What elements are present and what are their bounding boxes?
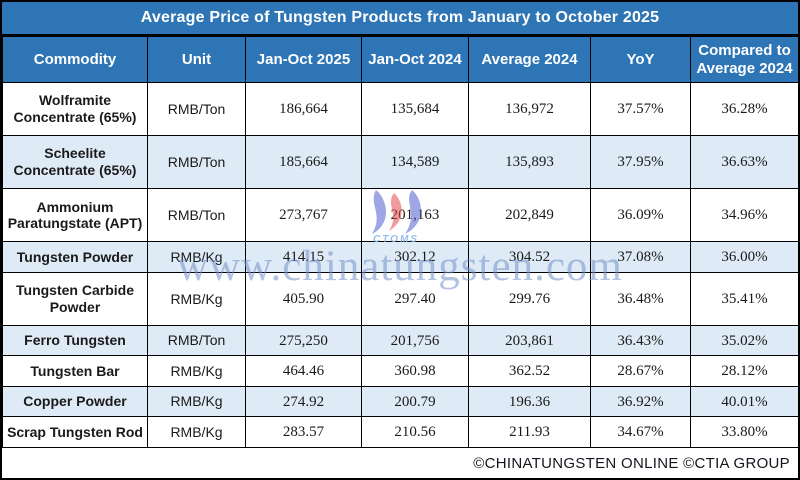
cell-compared-to-average-2024: 36.28%: [690, 81, 799, 137]
cell-jan-oct-2024: 201,756: [361, 324, 469, 357]
cell-compared-to-average-2024: 35.02%: [690, 324, 799, 357]
cell-yoy: 36.09%: [590, 188, 691, 243]
cell-jan-oct-2025: 275,250: [245, 324, 362, 357]
cell-jan-oct-2025: 273,767: [245, 188, 362, 243]
cell-average-2024: 304.52: [468, 241, 591, 273]
cell-yoy: 36.92%: [590, 385, 691, 418]
table-row: Tungsten Powder RMB/Kg 414.15 302.12 304.52 3…: [2, 241, 799, 273]
column-header-unit: Unit: [147, 36, 246, 83]
cell-yoy: 37.57%: [590, 81, 691, 137]
cell-commodity: Wolframite Concentrate (65%): [2, 81, 148, 137]
cell-yoy: 36.48%: [590, 271, 691, 326]
cell-jan-oct-2025: 414.15: [245, 241, 362, 273]
cell-jan-oct-2024: 360.98: [361, 355, 469, 387]
cell-commodity: Tungsten Carbide Powder: [2, 271, 148, 326]
cell-compared-to-average-2024: 35.41%: [690, 271, 799, 326]
cell-average-2024: 136,972: [468, 81, 591, 137]
column-header-compared-to-average-2024: Compared to Average 2024: [690, 36, 799, 83]
footer-bar: ©CHINATUNGSTEN ONLINE ©CTIA GROUP: [2, 448, 798, 478]
column-header-jan-oct-2024: Jan-Oct 2024: [361, 36, 469, 83]
cell-unit: RMB/Kg: [147, 241, 246, 273]
cell-average-2024: 196.36: [468, 385, 591, 418]
cell-average-2024: 135,893: [468, 135, 591, 190]
price-table: Commodity Unit Jan-Oct 2025 Jan-Oct 2024 Ave…: [2, 36, 799, 448]
cell-compared-to-average-2024: 28.12%: [690, 355, 799, 387]
cell-average-2024: 211.93: [468, 416, 591, 448]
cell-jan-oct-2025: 186,664: [245, 81, 362, 137]
cell-jan-oct-2024: 201,163: [361, 188, 469, 243]
column-header-yoy: YoY: [590, 36, 691, 83]
cell-average-2024: 202,849: [468, 188, 591, 243]
table-row: Scrap Tungsten Rod RMB/Kg 283.57 210.56 211.…: [2, 416, 799, 448]
cell-compared-to-average-2024: 36.63%: [690, 135, 799, 190]
cell-jan-oct-2024: 297.40: [361, 271, 469, 326]
cell-jan-oct-2025: 464.46: [245, 355, 362, 387]
cell-yoy: 28.67%: [590, 355, 691, 387]
table-row: Ferro Tungsten RMB/Ton 275,250 201,756 203,8…: [2, 324, 799, 357]
cell-jan-oct-2025: 283.57: [245, 416, 362, 448]
cell-jan-oct-2024: 200.79: [361, 385, 469, 418]
cell-yoy: 37.08%: [590, 241, 691, 273]
cell-compared-to-average-2024: 36.00%: [690, 241, 799, 273]
cell-average-2024: 362.52: [468, 355, 591, 387]
cell-unit: RMB/Kg: [147, 385, 246, 418]
cell-commodity: Ammonium Paratungstate (APT): [2, 188, 148, 243]
cell-jan-oct-2025: 405.90: [245, 271, 362, 326]
column-header-jan-oct-2025: Jan-Oct 2025: [245, 36, 362, 83]
table-header-row: Commodity Unit Jan-Oct 2025 Jan-Oct 2024 Ave…: [2, 36, 799, 83]
cell-unit: RMB/Kg: [147, 271, 246, 326]
cell-average-2024: 299.76: [468, 271, 591, 326]
cell-compared-to-average-2024: 40.01%: [690, 385, 799, 418]
cell-yoy: 36.43%: [590, 324, 691, 357]
table-row: Scheelite Concentrate (65%) RMB/Ton 185,66…: [2, 135, 799, 190]
cell-compared-to-average-2024: 34.96%: [690, 188, 799, 243]
table-row: Tungsten Bar RMB/Kg 464.46 360.98 362.52 28.6…: [2, 355, 799, 387]
cell-commodity: Scheelite Concentrate (65%): [2, 135, 148, 190]
cell-commodity: Scrap Tungsten Rod: [2, 416, 148, 448]
cell-jan-oct-2025: 274.92: [245, 385, 362, 418]
cell-commodity: Copper Powder: [2, 385, 148, 418]
cell-commodity: Ferro Tungsten: [2, 324, 148, 357]
cell-commodity: Tungsten Bar: [2, 355, 148, 387]
cell-average-2024: 203,861: [468, 324, 591, 357]
column-header-average-2024: Average 2024: [468, 36, 591, 83]
cell-unit: RMB/Ton: [147, 81, 246, 137]
report-title: Average Price of Tungsten Products from …: [2, 2, 798, 36]
cell-commodity: Tungsten Powder: [2, 241, 148, 273]
cell-compared-to-average-2024: 33.80%: [690, 416, 799, 448]
cell-yoy: 34.67%: [590, 416, 691, 448]
table-row: Ammonium Paratungstate (APT) RMB/Ton 273,7…: [2, 188, 799, 243]
table-row: Tungsten Carbide Powder RMB/Kg 405.90 297.4…: [2, 271, 799, 326]
cell-jan-oct-2024: 135,684: [361, 81, 469, 137]
cell-yoy: 37.95%: [590, 135, 691, 190]
cell-jan-oct-2025: 185,664: [245, 135, 362, 190]
column-header-commodity: Commodity: [2, 36, 148, 83]
cell-jan-oct-2024: 210.56: [361, 416, 469, 448]
table-row: Copper Powder RMB/Kg 274.92 200.79 196.36 36.…: [2, 385, 799, 418]
cell-jan-oct-2024: 302.12: [361, 241, 469, 273]
table-row: Wolframite Concentrate (65%) RMB/Ton 186,6…: [2, 81, 799, 137]
cell-unit: RMB/Kg: [147, 416, 246, 448]
cell-unit: RMB/Ton: [147, 324, 246, 357]
cell-unit: RMB/Ton: [147, 188, 246, 243]
cell-unit: RMB/Kg: [147, 355, 246, 387]
copyright-text: ©CHINATUNGSTEN ONLINE ©CTIA GROUP: [473, 454, 790, 472]
cell-unit: RMB/Ton: [147, 135, 246, 190]
cell-jan-oct-2024: 134,589: [361, 135, 469, 190]
